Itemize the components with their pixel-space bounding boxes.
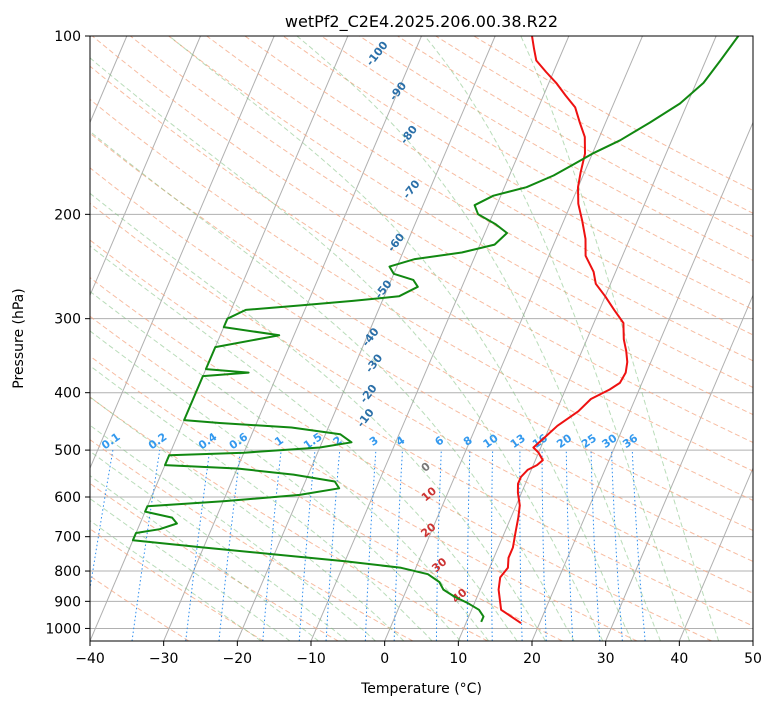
y-tick-label: 300 [54,312,81,328]
y-tick-label: 200 [54,207,81,223]
dry-adiabat [90,98,753,501]
isotherm [531,121,753,641]
moist-adiabat [90,520,262,641]
mixing-ratio-line [262,450,282,641]
moist-adiabat [90,424,376,641]
x-axis-label: Temperature (°C) [360,681,482,697]
dewpoint-profile-line [131,36,740,623]
dry-adiabat [282,36,753,311]
x-tick-label: −20 [223,651,253,667]
dry-adiabat [90,396,488,641]
x-tick-label: 50 [744,651,762,667]
y-tick-label: 800 [54,564,81,580]
x-axis-ticks: −40 −30 −20 −10 0 10 20 30 40 50 [75,641,762,667]
x-tick-label: 40 [670,651,688,667]
moist-adiabat [90,245,518,641]
plot-frame [89,35,754,642]
moist-adiabat [168,36,633,641]
y-axis-label: Pressure (hPa) [11,288,27,388]
y-tick-label: 500 [54,443,81,459]
moist-adiabat [296,36,661,641]
dry-adiabat [90,482,339,641]
x-tick-label: −40 [75,651,105,667]
mixing-ratio-line [631,450,646,641]
dry-adiabat [90,315,638,641]
dry-adiabat [90,439,414,641]
mixing-ratio-line [185,450,211,641]
dry-adiabat [168,36,753,388]
y-tick-label: 1000 [45,621,81,637]
x-tick-label: 10 [449,651,467,667]
moist-adiabat [90,57,604,641]
dry-adiabat [90,167,753,562]
x-tick-label: 0 [380,651,389,667]
dry-adiabat [90,239,753,627]
moist-adiabat [90,130,575,641]
x-tick-label: 20 [523,651,541,667]
y-tick-label: 100 [54,29,81,45]
dry-adiabat [90,132,753,532]
y-tick-label: 400 [54,386,81,402]
isotherm [678,466,753,641]
pressure-gridlines [90,36,753,629]
dry-adiabat [90,277,712,641]
isotherm [90,36,275,470]
y-tick-label: 900 [54,594,81,610]
isotherm [236,36,496,641]
chart-title: wetPf2_C2E4.2025.206.00.38.R22 [285,12,558,32]
isotherm [163,36,422,641]
dry-adiabat [90,202,753,594]
dry-adiabat [90,355,563,641]
mixing-ratio-line [131,450,161,641]
x-tick-label: −10 [296,651,326,667]
y-tick-label: 600 [54,490,81,506]
x-tick-label: 30 [597,651,615,667]
x-tick-label: −30 [149,651,179,667]
moist-adiabat [90,290,489,641]
moist-adiabat [90,365,433,641]
moist-adiabat [90,450,348,641]
moist-adiabat [90,192,546,641]
isotherm [90,36,201,297]
mixing-ratio-line [218,450,241,641]
isotherm [605,294,753,641]
y-axis-ticks: 100 200 300 400 500 600 700 800 900 1000 [45,29,90,637]
dry-adiabat [90,528,264,641]
dry-adiabats [90,36,753,641]
y-tick-label: 700 [54,530,81,546]
moist-adiabat [424,36,690,641]
dry-adiabat [90,65,753,472]
temperature-profile-line [497,36,629,625]
moist-adiabats [90,36,720,641]
moist-adiabat [520,36,720,641]
isotherm [384,36,643,641]
isotherm [457,36,717,641]
dry-adiabat [244,36,753,336]
profile-series [131,36,740,625]
moist-adiabat [90,330,461,641]
dry-adiabat [206,36,753,362]
